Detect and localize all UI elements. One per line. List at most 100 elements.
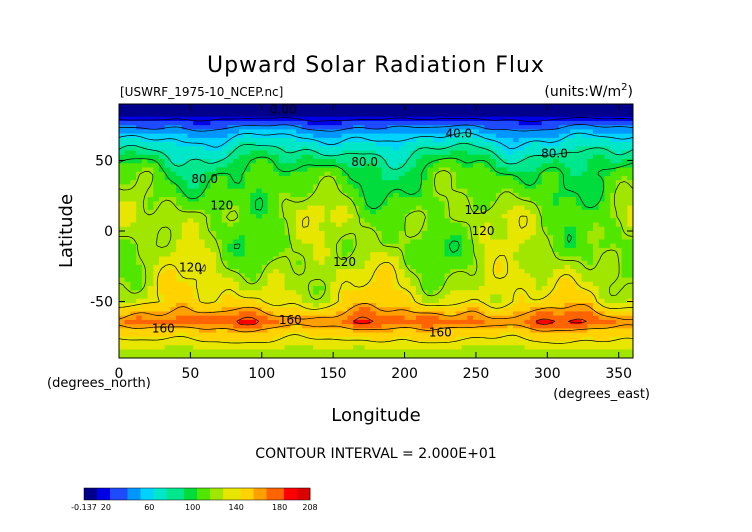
- heat-cell: [490, 226, 497, 232]
- heat-cell: [130, 209, 137, 215]
- heat-cell: [615, 277, 623, 283]
- heat-cell: [221, 163, 229, 169]
- heat-cell: [513, 243, 520, 249]
- heat-cell: [495, 311, 503, 317]
- heat-cell: [410, 290, 417, 296]
- heat-cell: [158, 260, 166, 266]
- heat-cell: [581, 188, 588, 194]
- heat-cell: [193, 192, 200, 198]
- heat-cell: [153, 298, 160, 304]
- heat-cell: [604, 197, 611, 202]
- heat-cell: [490, 239, 497, 245]
- heat-cell: [604, 159, 611, 164]
- heat-cell: [587, 133, 594, 139]
- heat-cell: [347, 256, 354, 262]
- heat-cell: [627, 214, 633, 219]
- heat-cell: [227, 277, 234, 283]
- heat-cell: [535, 286, 543, 291]
- heat-cell: [324, 294, 331, 300]
- heat-cell: [507, 184, 514, 190]
- heat-cell: [181, 197, 189, 202]
- heat-cell: [421, 298, 428, 304]
- heat-cell: [353, 142, 360, 147]
- heat-cell: [307, 150, 314, 156]
- heat-cell: [438, 307, 446, 313]
- heat-cell: [353, 307, 360, 313]
- heat-cell: [587, 108, 594, 114]
- heat-cell: [296, 146, 303, 152]
- heat-cell: [244, 269, 251, 274]
- heat-cell: [301, 150, 309, 156]
- heat-cell: [221, 112, 229, 118]
- heat-cell: [273, 116, 280, 122]
- heat-cell: [404, 231, 411, 236]
- heat-cell: [610, 104, 617, 109]
- heat-cell: [507, 239, 514, 245]
- heat-cell: [593, 235, 600, 241]
- heat-cell: [610, 167, 617, 173]
- heat-cell: [530, 324, 537, 329]
- heat-cell: [370, 231, 377, 236]
- heat-cell: [513, 112, 520, 118]
- heat-cell: [615, 184, 623, 190]
- heat-cell: [530, 104, 537, 109]
- heat-cell: [353, 332, 360, 338]
- heat-cell: [478, 120, 486, 126]
- heat-cell: [598, 137, 606, 143]
- heat-cell: [604, 125, 611, 130]
- heat-cell: [370, 146, 377, 152]
- heat-cell: [153, 247, 160, 253]
- heat-cell: [170, 175, 177, 181]
- heat-cell: [575, 205, 583, 211]
- heat-cell: [558, 175, 566, 181]
- heat-cell: [547, 298, 554, 304]
- heat-cell: [204, 197, 211, 202]
- heat-cell: [119, 209, 126, 215]
- heat-cell: [438, 159, 446, 164]
- heat-cell: [130, 150, 137, 156]
- heat-cell: [301, 192, 309, 198]
- heat-cell: [227, 104, 234, 109]
- heat-cell: [261, 108, 269, 114]
- heat-cell: [518, 269, 526, 274]
- heat-cell: [336, 104, 343, 109]
- heat-cell: [541, 273, 548, 279]
- heat-cell: [381, 142, 389, 147]
- heat-cell: [433, 180, 440, 186]
- heat-cell: [513, 116, 520, 122]
- heat-cell: [176, 167, 183, 173]
- heat-cell: [176, 171, 183, 177]
- heat-cell: [524, 112, 531, 118]
- heat-cell: [238, 218, 246, 224]
- heat-cell: [370, 252, 377, 257]
- heat-cell: [444, 184, 451, 190]
- heat-cell: [233, 298, 240, 304]
- heat-cell: [547, 133, 554, 139]
- heat-cell: [318, 247, 326, 253]
- heat-cell: [141, 120, 149, 126]
- heat-cell: [598, 222, 606, 228]
- heat-cell: [130, 260, 137, 266]
- heat-cell: [353, 294, 360, 300]
- heat-cell: [615, 239, 623, 245]
- heat-cell: [256, 243, 263, 249]
- heat-cell: [581, 120, 588, 126]
- heat-cell: [547, 269, 554, 274]
- heat-cell: [256, 264, 263, 270]
- heat-cell: [296, 175, 303, 181]
- heat-cell: [353, 324, 360, 329]
- heat-cell: [604, 188, 611, 194]
- heat-cell: [330, 273, 337, 279]
- heat-cell: [615, 311, 623, 317]
- heat-cell: [141, 125, 149, 130]
- heat-cell: [467, 184, 474, 190]
- heat-cell: [393, 264, 400, 270]
- heat-cell: [376, 175, 383, 181]
- heat-cell: [604, 205, 611, 211]
- heat-cell: [564, 125, 571, 130]
- heat-cell: [495, 167, 503, 173]
- heat-cell: [570, 281, 577, 287]
- heat-cell: [461, 163, 468, 169]
- heat-cell: [495, 256, 503, 262]
- heat-cell: [370, 319, 377, 325]
